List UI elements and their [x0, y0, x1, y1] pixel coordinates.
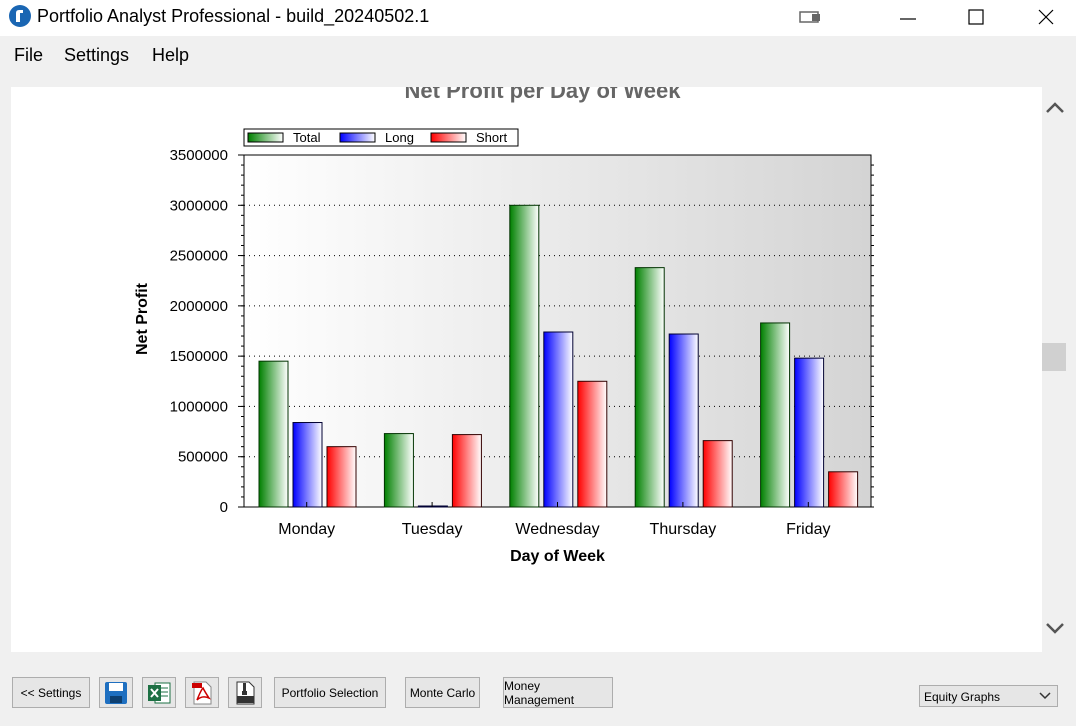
y-axis-label: Net Profit [134, 282, 151, 355]
bar-total-thursday [634, 267, 665, 508]
chevron-down-icon [1039, 692, 1051, 700]
y-tick-label: 2500000 [170, 248, 228, 265]
menu-bar: File Settings Help [0, 36, 1076, 74]
y-tick-label: 3500000 [170, 147, 228, 164]
view-select[interactable]: Equity Graphs [919, 685, 1058, 707]
y-tick-label: 500000 [178, 449, 228, 466]
scroll-down-icon[interactable] [1044, 621, 1066, 637]
view-select-value: Equity Graphs [924, 690, 1001, 704]
bar-total-tuesday [383, 433, 414, 508]
bar-total-wednesday [509, 204, 540, 508]
tablet-mode-button[interactable] [785, 0, 837, 34]
excel-icon [148, 682, 171, 703]
bar-long-thursday [668, 333, 699, 508]
title-bar: Portfolio Analyst Professional - build_2… [0, 0, 1076, 36]
minimize-icon [900, 18, 916, 20]
maximize-button[interactable] [950, 0, 1002, 34]
chart-panel: Net Profit per Day of Week 0 500000 100000… [11, 87, 1042, 652]
legend-label-short: Short [476, 130, 507, 145]
x-axis-label: Day of Week [510, 548, 605, 565]
bar-total-monday [258, 360, 289, 508]
bar-long-wednesday [543, 331, 574, 508]
portfolio-selection-button[interactable]: Portfolio Selection [274, 677, 386, 708]
y-tick-label: 3000000 [170, 197, 228, 214]
menu-help[interactable]: Help [152, 45, 190, 65]
bar-long-tuesday [417, 505, 448, 508]
bar-short-friday [828, 471, 859, 508]
app-logo-icon [9, 5, 31, 27]
export-pdf-button[interactable] [185, 677, 219, 708]
zip-icon [236, 681, 255, 704]
legend-label-total: Total [293, 130, 321, 145]
scroll-up-icon[interactable] [1044, 99, 1066, 115]
back-to-settings-button[interactable]: << Settings [12, 677, 90, 708]
chart-title: Net Profit per Day of Week [404, 87, 681, 103]
export-zip-button[interactable] [228, 677, 262, 708]
bar-short-wednesday [577, 380, 608, 508]
bar-short-monday [326, 446, 357, 508]
x-tick-label: Monday [278, 521, 335, 538]
x-tick-label: Thursday [650, 521, 717, 538]
y-tick-label: 2000000 [170, 298, 228, 315]
net-profit-chart: 0 500000 1000000 1500000 2000000 2500000 30000… [134, 128, 874, 565]
close-button[interactable] [1020, 0, 1072, 34]
bar-long-friday [794, 357, 825, 508]
bar-short-tuesday [451, 434, 482, 508]
y-tick-label: 1500000 [170, 348, 228, 365]
close-icon [1038, 9, 1054, 25]
legend-swatch-long [339, 132, 376, 143]
money-management-button[interactable]: Money Management [503, 677, 613, 708]
menu-file[interactable]: File [14, 45, 44, 65]
display-icon [799, 11, 820, 23]
legend-swatch-short [430, 132, 467, 143]
floppy-disk-icon [105, 681, 127, 704]
x-tick-label: Tuesday [402, 521, 463, 538]
save-button[interactable] [99, 677, 133, 708]
pdf-icon [192, 681, 212, 704]
menu-settings[interactable]: Settings [64, 45, 130, 65]
bar-total-friday [760, 322, 791, 508]
y-tick-label: 0 [220, 499, 228, 516]
legend-label-long: Long [385, 130, 414, 145]
maximize-icon [968, 9, 984, 25]
x-tick-label: Wednesday [515, 521, 599, 538]
window-title: Portfolio Analyst Professional - build_2… [37, 6, 430, 26]
bar-short-thursday [702, 440, 733, 508]
monte-carlo-button[interactable]: Monte Carlo [405, 677, 480, 708]
legend-swatch-total [247, 132, 284, 143]
x-tick-label: Friday [786, 521, 830, 538]
export-excel-button[interactable] [142, 677, 176, 708]
bar-long-monday [292, 422, 323, 508]
scroll-thumb[interactable] [1042, 343, 1066, 371]
minimize-button[interactable] [882, 0, 934, 34]
y-tick-label: 1000000 [170, 398, 228, 415]
